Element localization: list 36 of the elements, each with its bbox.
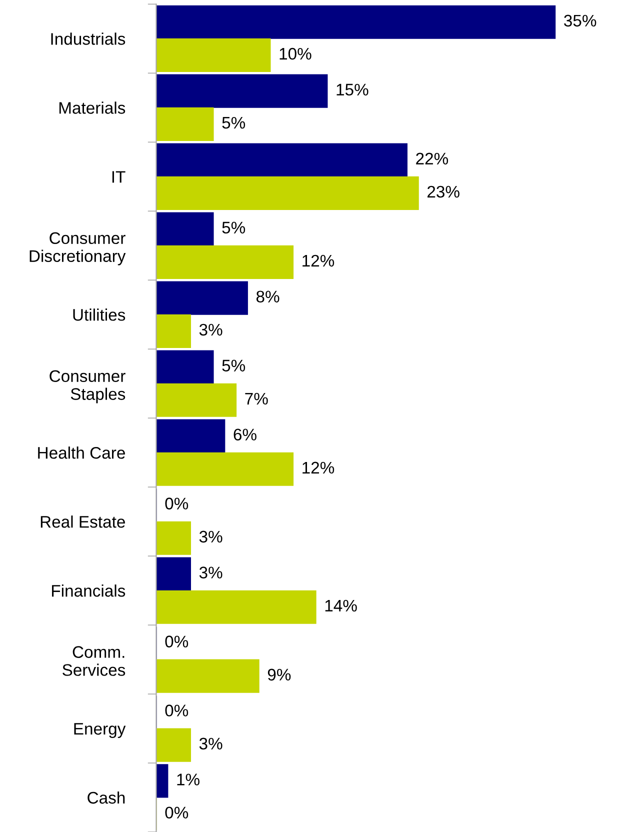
data-label: 14% xyxy=(325,600,357,612)
y-tick-label: Materials xyxy=(59,102,126,114)
data-label: 3% xyxy=(199,324,222,336)
data-label: 0% xyxy=(165,636,188,648)
data-label: 3% xyxy=(199,738,222,750)
y-tick-label: Industrials xyxy=(51,32,126,45)
data-label: 12% xyxy=(302,462,334,474)
data-label: 0% xyxy=(165,498,188,510)
y-tick-label: Health Care xyxy=(38,446,125,459)
data-label: 23% xyxy=(427,186,460,198)
data-label: 9% xyxy=(268,668,291,681)
data-label: 3% xyxy=(199,530,222,543)
y-tick-label: Comm. Services xyxy=(62,646,126,676)
y-tick-label: Utilities xyxy=(73,308,126,321)
data-label: 3% xyxy=(199,566,222,578)
data-label: 0% xyxy=(165,704,188,716)
data-label: 7% xyxy=(245,392,268,405)
data-label: 5% xyxy=(222,116,246,129)
data-label: 22% xyxy=(416,152,448,164)
data-label: 6% xyxy=(234,428,256,440)
y-tick-label: Consumer Staples xyxy=(50,370,126,404)
data-label: 10% xyxy=(280,48,312,60)
data-label: 35% xyxy=(564,14,596,27)
data-label: 12% xyxy=(302,254,334,267)
data-label: 15% xyxy=(336,84,368,96)
y-tick-label: Real Estate xyxy=(40,516,125,528)
data-label: 5% xyxy=(222,222,246,234)
data-label: 0% xyxy=(165,806,188,819)
data-label: 5% xyxy=(222,360,246,372)
data-label: 1% xyxy=(177,774,200,786)
y-tick-label: Energy xyxy=(74,723,126,738)
data-label: 8% xyxy=(256,290,280,303)
y-tick-label: Consumer Discretionary xyxy=(30,232,126,266)
y-tick-label: IT xyxy=(112,171,126,183)
y-tick-label: Financials xyxy=(52,584,126,597)
y-tick-label: Cash xyxy=(88,791,125,804)
